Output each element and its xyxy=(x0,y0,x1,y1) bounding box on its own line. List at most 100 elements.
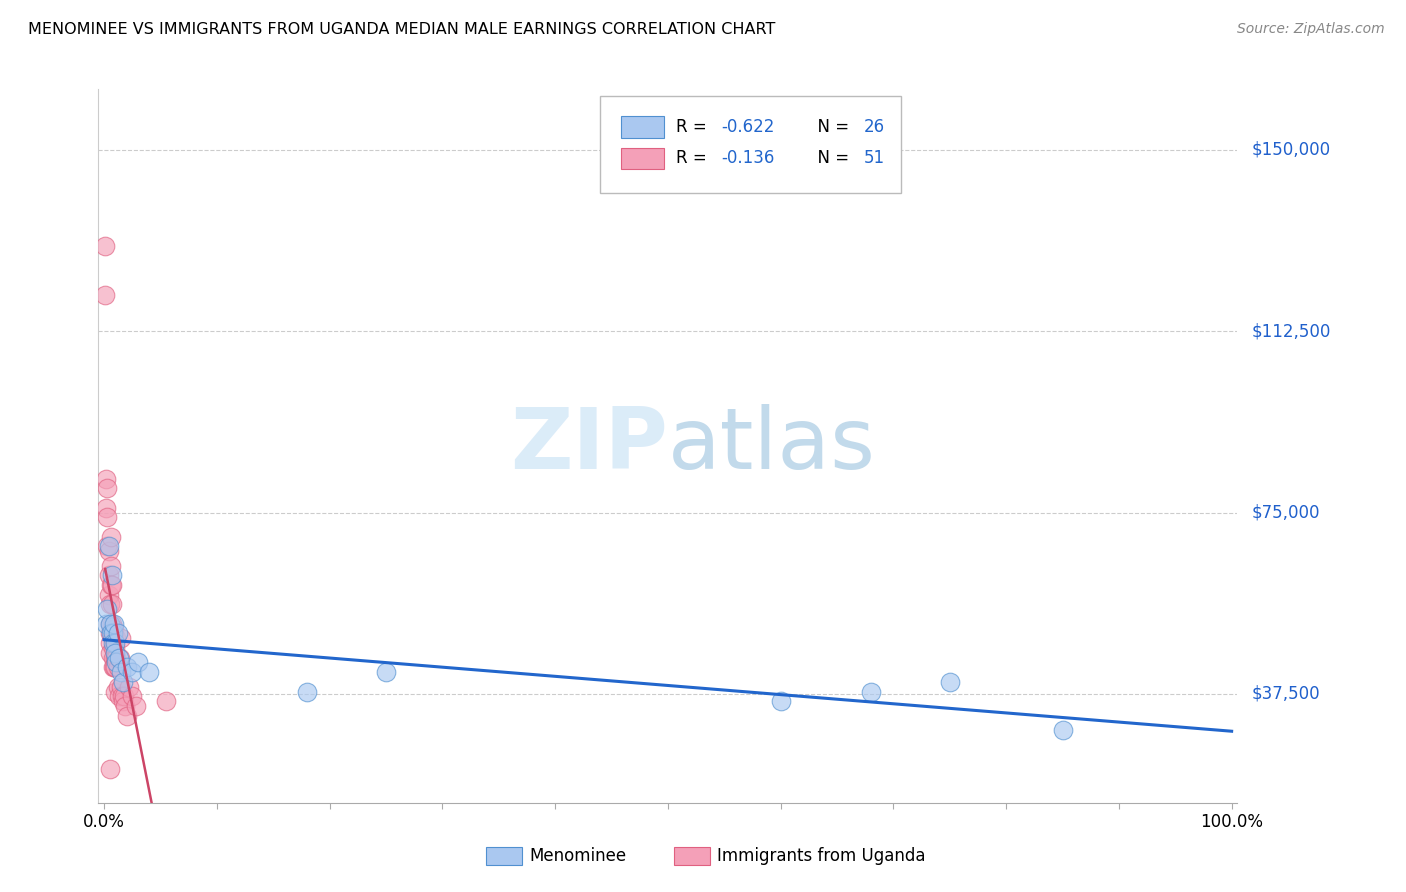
Point xyxy=(98,616,121,631)
Point xyxy=(938,674,960,689)
Point xyxy=(859,684,882,698)
Point xyxy=(101,636,124,650)
Point xyxy=(103,622,125,636)
Point xyxy=(107,690,129,704)
Point xyxy=(94,288,117,302)
Point xyxy=(107,660,129,674)
Point xyxy=(121,665,143,680)
Point xyxy=(101,616,124,631)
Point xyxy=(105,632,128,646)
Point xyxy=(101,626,124,640)
Point xyxy=(769,694,792,708)
Point xyxy=(110,680,132,694)
Point xyxy=(97,568,120,582)
Point xyxy=(101,660,124,674)
Point xyxy=(104,650,127,665)
Point xyxy=(96,500,118,515)
Point xyxy=(96,616,118,631)
Point xyxy=(111,690,134,704)
Point xyxy=(104,640,127,655)
Point xyxy=(115,660,138,674)
Bar xyxy=(621,116,665,137)
Point xyxy=(112,690,135,704)
Text: Source: ZipAtlas.com: Source: ZipAtlas.com xyxy=(1237,22,1385,37)
Point xyxy=(104,646,127,660)
Point xyxy=(295,684,318,698)
Point xyxy=(108,650,131,665)
Point xyxy=(105,650,128,665)
Point xyxy=(124,699,146,714)
Point xyxy=(101,650,124,665)
Text: R =: R = xyxy=(676,150,711,168)
Text: N =: N = xyxy=(807,150,855,168)
Point xyxy=(127,656,149,670)
Point xyxy=(98,762,121,776)
Point xyxy=(110,665,132,680)
Point xyxy=(96,540,118,554)
Text: -0.136: -0.136 xyxy=(721,150,775,168)
Point xyxy=(101,632,124,646)
Point xyxy=(1052,723,1074,738)
Point xyxy=(155,694,177,708)
Bar xyxy=(621,148,665,169)
Point xyxy=(98,598,121,612)
Text: ZIP: ZIP xyxy=(510,404,668,488)
Point xyxy=(112,694,135,708)
Point xyxy=(101,626,124,640)
Point xyxy=(104,636,127,650)
Text: N =: N = xyxy=(807,118,855,136)
Text: 51: 51 xyxy=(863,150,884,168)
Point xyxy=(98,646,121,660)
Point xyxy=(97,540,120,554)
Point xyxy=(121,690,143,704)
Point xyxy=(101,568,124,582)
Point xyxy=(96,472,118,486)
Point xyxy=(100,558,122,573)
Point xyxy=(103,660,125,674)
Point xyxy=(96,602,118,616)
Text: R =: R = xyxy=(676,118,711,136)
Text: $150,000: $150,000 xyxy=(1251,141,1330,159)
Point xyxy=(101,640,124,655)
Point xyxy=(101,598,124,612)
Bar xyxy=(485,847,522,865)
Point xyxy=(107,680,129,694)
Point xyxy=(103,616,125,631)
Point xyxy=(97,588,120,602)
Point xyxy=(107,626,129,640)
Point xyxy=(103,632,125,646)
Point xyxy=(138,665,160,680)
Point xyxy=(97,544,120,558)
Point xyxy=(375,665,398,680)
Point xyxy=(98,626,121,640)
Point xyxy=(101,578,124,592)
Text: -0.622: -0.622 xyxy=(721,118,775,136)
FancyBboxPatch shape xyxy=(599,96,901,193)
Point xyxy=(100,530,122,544)
Point xyxy=(100,626,122,640)
Point xyxy=(100,578,122,592)
Point xyxy=(118,680,141,694)
Point xyxy=(115,708,138,723)
Point xyxy=(105,656,128,670)
Point xyxy=(96,481,118,495)
Point xyxy=(107,650,129,665)
Text: Immigrants from Uganda: Immigrants from Uganda xyxy=(717,847,925,865)
Text: $75,000: $75,000 xyxy=(1251,503,1320,522)
Text: atlas: atlas xyxy=(668,404,876,488)
Point xyxy=(94,239,117,253)
Point xyxy=(112,674,135,689)
Point xyxy=(104,660,127,674)
Point xyxy=(96,510,118,524)
Text: 26: 26 xyxy=(863,118,884,136)
Point xyxy=(104,684,127,698)
Point xyxy=(98,616,121,631)
Text: $112,500: $112,500 xyxy=(1251,322,1330,340)
Text: MENOMINEE VS IMMIGRANTS FROM UGANDA MEDIAN MALE EARNINGS CORRELATION CHART: MENOMINEE VS IMMIGRANTS FROM UGANDA MEDI… xyxy=(28,22,776,37)
Text: $37,500: $37,500 xyxy=(1251,685,1320,703)
Bar xyxy=(673,847,710,865)
Point xyxy=(114,699,136,714)
Point xyxy=(110,632,132,646)
Point xyxy=(98,636,121,650)
Text: Menominee: Menominee xyxy=(529,847,626,865)
